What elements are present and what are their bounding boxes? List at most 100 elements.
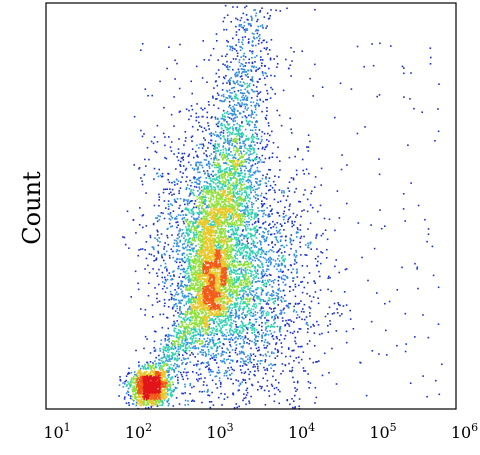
data-point	[234, 297, 237, 300]
data-point	[243, 306, 245, 308]
data-point	[248, 124, 251, 127]
data-point	[218, 315, 221, 317]
data-point	[234, 156, 236, 159]
data-point	[232, 265, 234, 267]
data-point	[295, 254, 298, 257]
data-point	[156, 293, 158, 295]
data-point	[200, 266, 202, 268]
data-point	[198, 179, 200, 182]
data-point	[152, 223, 155, 226]
data-point	[222, 240, 225, 242]
data-point	[237, 279, 240, 282]
data-point	[231, 211, 233, 214]
data-point	[212, 196, 215, 198]
data-point	[239, 334, 242, 337]
data-point	[179, 239, 182, 242]
data-point	[170, 296, 173, 299]
data-point	[266, 274, 268, 277]
data-point	[259, 248, 261, 251]
data-point	[298, 398, 301, 400]
data-point	[255, 336, 257, 339]
data-point	[254, 227, 257, 230]
data-point	[163, 217, 166, 220]
data-point	[253, 235, 256, 237]
data-point	[294, 256, 297, 258]
data-point	[238, 278, 240, 280]
data-point	[190, 302, 193, 304]
data-point	[252, 277, 255, 279]
data-point	[274, 260, 277, 262]
data-point	[225, 335, 227, 338]
data-point	[225, 242, 228, 244]
data-point	[190, 264, 192, 266]
data-point	[224, 178, 227, 181]
data-point	[271, 286, 274, 288]
data-point	[199, 230, 201, 233]
data-point	[281, 363, 284, 365]
data-point	[208, 104, 210, 106]
data-point	[250, 174, 252, 176]
data-point	[270, 262, 272, 264]
data-point	[244, 267, 246, 269]
data-point	[240, 332, 243, 334]
data-point	[268, 140, 270, 143]
data-point	[228, 369, 231, 372]
data-point	[233, 320, 235, 322]
data-point	[209, 185, 212, 188]
data-point	[232, 289, 235, 291]
data-point	[175, 250, 178, 253]
data-point	[296, 173, 298, 176]
data-point	[212, 234, 215, 237]
data-point	[268, 279, 271, 281]
data-point	[220, 149, 222, 152]
data-point	[255, 272, 258, 274]
data-point	[238, 343, 241, 345]
data-point	[243, 372, 246, 375]
data-point	[193, 364, 195, 366]
data-point	[191, 296, 193, 298]
data-point	[290, 320, 293, 322]
data-point	[289, 355, 292, 358]
data-point	[166, 188, 168, 190]
data-point	[186, 229, 188, 232]
data-point	[186, 221, 188, 223]
data-point	[250, 191, 252, 194]
data-point	[268, 250, 270, 253]
data-point	[180, 157, 183, 159]
data-point	[180, 268, 182, 271]
data-point	[152, 268, 154, 270]
data-point	[226, 238, 228, 240]
data-point	[266, 330, 269, 333]
data-point	[193, 400, 195, 402]
data-point	[231, 195, 234, 197]
data-point	[210, 222, 212, 225]
data-point	[226, 167, 228, 169]
data-point	[386, 354, 388, 356]
data-point	[299, 201, 302, 203]
data-point	[158, 168, 160, 171]
data-point	[286, 275, 288, 278]
data-point	[279, 160, 281, 162]
data-point	[261, 249, 263, 251]
data-point	[342, 305, 345, 307]
data-point	[215, 342, 218, 345]
data-point	[306, 343, 309, 345]
data-point	[205, 233, 208, 235]
data-point	[315, 237, 317, 239]
data-point	[255, 225, 258, 228]
data-point	[291, 349, 293, 352]
data-point	[177, 382, 179, 385]
data-point	[173, 96, 175, 98]
data-point	[307, 381, 310, 383]
data-point	[280, 257, 283, 259]
data-point	[187, 265, 190, 268]
data-point	[265, 326, 267, 329]
data-point	[258, 333, 261, 335]
data-point	[192, 231, 195, 234]
data-point	[245, 5, 248, 7]
data-point	[240, 301, 242, 303]
data-point	[187, 257, 189, 260]
data-point	[187, 295, 190, 297]
data-point	[236, 251, 239, 253]
data-point	[256, 216, 258, 218]
